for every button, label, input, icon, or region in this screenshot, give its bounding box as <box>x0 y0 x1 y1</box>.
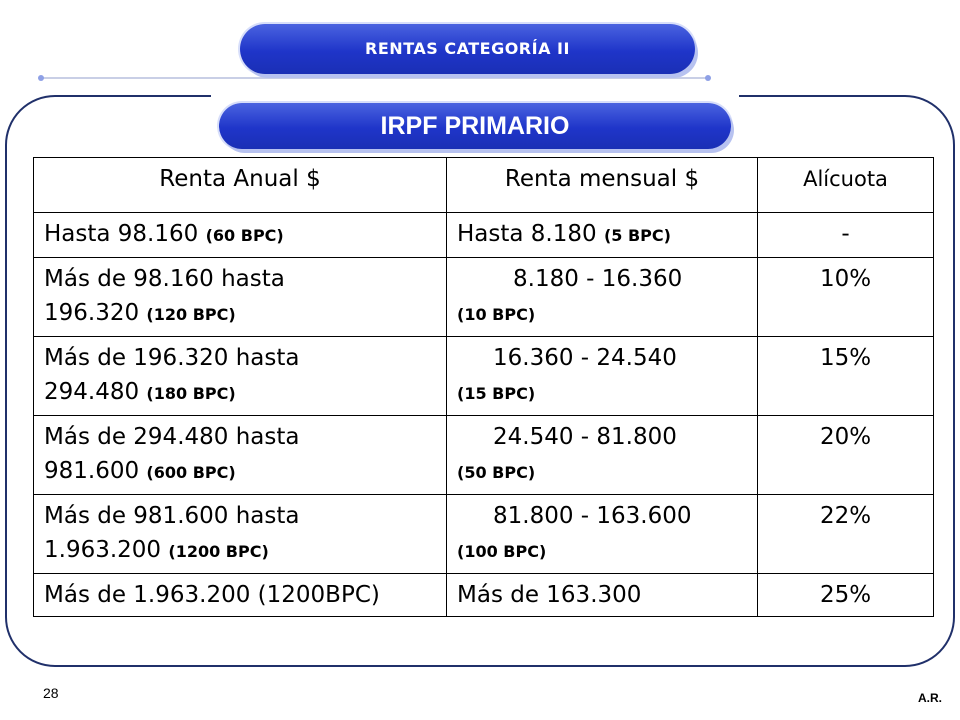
monthly-text: 24.540 - 81.800 <box>493 424 677 450</box>
annual-text-line2: 196.320 <box>44 300 147 326</box>
annual-note: (600 BPC) <box>146 463 236 482</box>
monthly-text: Hasta 8.180 <box>457 221 604 247</box>
frame-gap <box>211 92 739 102</box>
annual-text: Más de 98.160 hasta <box>44 266 285 292</box>
header-monthly: Renta mensual $ <box>446 157 758 213</box>
rate-text: 15% <box>819 345 872 371</box>
monthly-text: Más de 163.300 <box>457 582 642 608</box>
cell-rate: 20% <box>757 415 934 495</box>
cell-annual: Hasta 98.160 (60 BPC) <box>33 212 447 258</box>
cell-rate: 25% <box>757 573 934 617</box>
annual-text: Más de 196.320 hasta <box>44 345 300 371</box>
cell-rate: 10% <box>757 257 934 337</box>
cell-annual: Más de 294.480 hasta 981.600 (600 BPC) <box>33 415 447 495</box>
annual-text: Más de 981.600 hasta <box>44 503 300 529</box>
monthly-note: (50 BPC) <box>457 463 536 482</box>
monthly-text: 81.800 - 163.600 <box>493 503 692 529</box>
cell-monthly: Hasta 8.180 (5 BPC) <box>446 212 758 258</box>
rate-text: 25% <box>819 582 872 608</box>
rate-text: 22% <box>819 503 872 529</box>
table-row: Más de 981.600 hasta 1.963.200 (1200 BPC)… <box>33 494 934 574</box>
annual-note: (1200 BPC) <box>168 542 269 561</box>
annual-note: 1200BPC) <box>266 582 380 608</box>
annual-note: (180 BPC) <box>146 384 236 403</box>
cell-monthly: 24.540 - 81.800 (50 BPC) <box>446 415 758 495</box>
rate-text: 20% <box>819 424 872 450</box>
main-title-pill: IRPF PRIMARIO <box>219 103 731 149</box>
annual-note: (60 BPC) <box>205 226 284 245</box>
divider-dot-right <box>705 75 711 81</box>
monthly-text: 16.360 - 24.540 <box>493 345 677 371</box>
rate-text: - <box>841 221 850 247</box>
table-row: Más de 196.320 hasta 294.480 (180 BPC) 16.… <box>33 336 934 416</box>
tax-rate-table: Renta Anual $ Renta mensual $ Alícuota H… <box>33 157 934 617</box>
monthly-note: (15 BPC) <box>457 384 536 403</box>
table-row: Más de 1.963.200 (1200BPC) Más de 163.300… <box>33 573 934 617</box>
annual-text-line2: 1.963.200 <box>44 537 169 563</box>
annual-text: Más de 1.963.200 ( <box>44 582 267 608</box>
table-row: Más de 294.480 hasta 981.600 (600 BPC) 24.… <box>33 415 934 495</box>
annual-text-line2: 981.600 <box>44 458 147 484</box>
annual-text-line2: 294.480 <box>44 379 147 405</box>
divider-dot-left <box>38 75 44 81</box>
monthly-note: (10 BPC) <box>457 305 536 324</box>
page-number: 28 <box>43 685 59 701</box>
cell-annual: Más de 98.160 hasta 196.320 (120 BPC) <box>33 257 447 337</box>
monthly-text: 8.180 - 16.360 <box>513 266 683 292</box>
monthly-note: (5 BPC) <box>603 226 671 245</box>
table-header-row: Renta Anual $ Renta mensual $ Alícuota <box>33 157 934 213</box>
cell-monthly: 8.180 - 16.360 (10 BPC) <box>446 257 758 337</box>
header-rate: Alícuota <box>757 157 934 213</box>
annual-text: Más de 294.480 hasta <box>44 424 300 450</box>
cell-monthly: Más de 163.300 <box>446 573 758 617</box>
cell-annual: Más de 981.600 hasta 1.963.200 (1200 BPC) <box>33 494 447 574</box>
rate-text: 10% <box>819 266 872 292</box>
cell-monthly: 81.800 - 163.600 (100 BPC) <box>446 494 758 574</box>
title-divider-line <box>40 77 708 79</box>
cell-rate: - <box>757 212 934 258</box>
cell-annual: Más de 1.963.200 (1200BPC) <box>33 573 447 617</box>
cell-monthly: 16.360 - 24.540 (15 BPC) <box>446 336 758 416</box>
table-row: Hasta 98.160 (60 BPC) Hasta 8.180 (5 BPC)… <box>33 212 934 258</box>
section-title-pill: RENTAS CATEGORÍA II <box>240 24 695 74</box>
header-annual: Renta Anual $ <box>33 157 447 213</box>
cell-annual: Más de 196.320 hasta 294.480 (180 BPC) <box>33 336 447 416</box>
annual-text: Hasta 98.160 <box>44 221 206 247</box>
table-row: Más de 98.160 hasta 196.320 (120 BPC) 8.18… <box>33 257 934 337</box>
annual-note: (120 BPC) <box>146 305 236 324</box>
author-initials: A.R. <box>918 691 942 705</box>
monthly-note: (100 BPC) <box>457 542 547 561</box>
cell-rate: 15% <box>757 336 934 416</box>
cell-rate: 22% <box>757 494 934 574</box>
